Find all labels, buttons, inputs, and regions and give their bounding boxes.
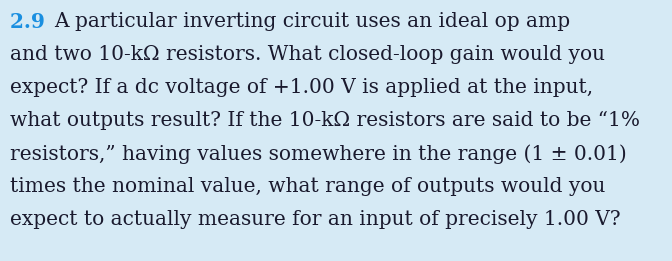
Text: times the nominal value, what range of outputs would you: times the nominal value, what range of o… [10, 177, 605, 196]
Text: 2.9: 2.9 [10, 12, 52, 32]
Text: and two 10-kΩ resistors. What closed-loop gain would you: and two 10-kΩ resistors. What closed-loo… [10, 45, 605, 64]
Text: resistors,” having values somewhere in the range (1 ± 0.01): resistors,” having values somewhere in t… [10, 144, 627, 164]
Text: A particular inverting circuit uses an ideal op amp: A particular inverting circuit uses an i… [54, 12, 570, 31]
Text: expect? If a dc voltage of +1.00 V is applied at the input,: expect? If a dc voltage of +1.00 V is ap… [10, 78, 593, 97]
Text: what outputs result? If the 10-kΩ resistors are said to be “1%: what outputs result? If the 10-kΩ resist… [10, 111, 640, 130]
Text: expect to actually measure for an input of precisely 1.00 V?: expect to actually measure for an input … [10, 210, 621, 229]
